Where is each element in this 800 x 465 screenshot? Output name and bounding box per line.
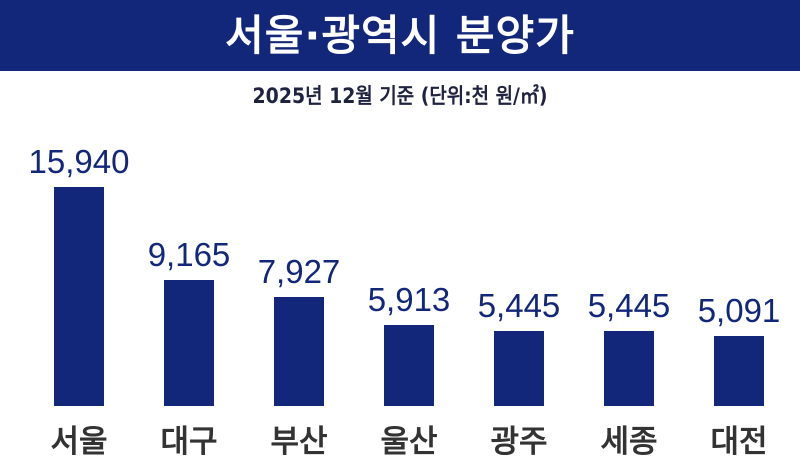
category-label: 대구 [160, 424, 218, 460]
category-label: 세종 [600, 424, 658, 460]
value-label: 7,927 [257, 253, 341, 290]
bar [714, 336, 764, 406]
bar [164, 280, 214, 406]
bar [274, 297, 324, 406]
chart-title: 서울·광역시 분양가 [225, 11, 575, 60]
value-label: 5,091 [697, 292, 781, 329]
bar [494, 331, 544, 406]
category-label: 울산 [380, 424, 438, 460]
bar [54, 187, 104, 406]
bar [604, 331, 654, 406]
value-label: 5,913 [367, 281, 451, 318]
value-label: 15,940 [28, 143, 130, 180]
title-banner [0, 0, 800, 71]
category-label: 부산 [270, 424, 328, 460]
value-label: 5,445 [477, 287, 561, 324]
bar [384, 325, 434, 406]
category-label: 서울 [50, 424, 108, 460]
category-label: 광주 [490, 424, 548, 460]
value-label: 5,445 [587, 287, 671, 324]
chart-subtitle: 2025년 12월 기준 (단위:천 원/㎡) [252, 84, 548, 108]
value-label: 9,165 [147, 236, 231, 273]
category-label: 대전 [710, 424, 768, 460]
